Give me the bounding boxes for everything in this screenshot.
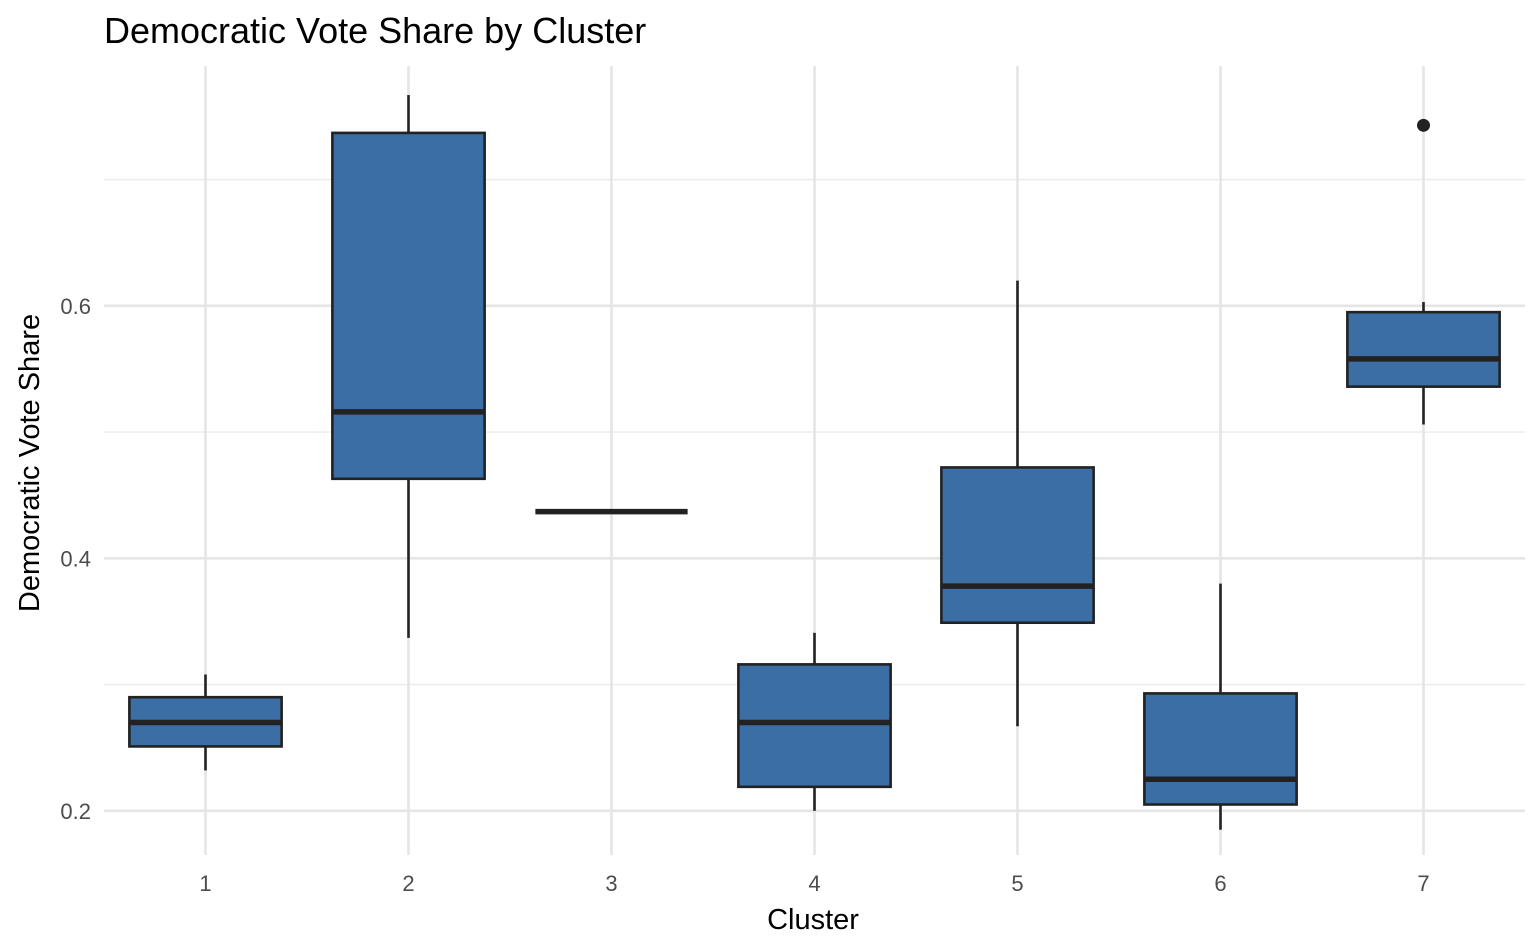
box-cluster-1 bbox=[128, 674, 283, 771]
y-tick-label: 0.4 bbox=[60, 546, 91, 571]
box-cluster-6 bbox=[1143, 583, 1298, 830]
iqr-box bbox=[940, 466, 1095, 625]
iqr-box bbox=[331, 131, 486, 481]
iqr-box bbox=[1143, 692, 1298, 806]
chart-title: Democratic Vote Share by Cluster bbox=[104, 10, 646, 51]
y-axis-title: Democratic Vote Share bbox=[14, 314, 46, 612]
x-ticks: 1 2 3 4 5 6 7 bbox=[199, 871, 1429, 896]
box-cluster-5 bbox=[940, 280, 1095, 727]
outlier-point bbox=[1417, 118, 1430, 132]
x-tick-label: 4 bbox=[808, 871, 820, 896]
y-ticks: 0.2 0.4 0.6 bbox=[60, 294, 91, 824]
y-tick-label: 0.2 bbox=[60, 799, 91, 824]
x-tick-label: 1 bbox=[199, 871, 211, 896]
iqr-box bbox=[1346, 310, 1501, 388]
box-cluster-2 bbox=[331, 95, 486, 638]
x-tick-label: 3 bbox=[605, 871, 617, 896]
boxes bbox=[128, 95, 1501, 830]
x-tick-label: 7 bbox=[1417, 871, 1429, 896]
y-tick-label: 0.6 bbox=[60, 294, 91, 319]
box-cluster-4 bbox=[737, 632, 892, 811]
box-cluster-7 bbox=[1346, 118, 1501, 425]
x-tick-label: 2 bbox=[402, 871, 414, 896]
x-tick-label: 5 bbox=[1011, 871, 1023, 896]
iqr-box bbox=[737, 663, 892, 789]
x-axis-title: Cluster bbox=[767, 904, 859, 936]
x-tick-label: 6 bbox=[1214, 871, 1226, 896]
